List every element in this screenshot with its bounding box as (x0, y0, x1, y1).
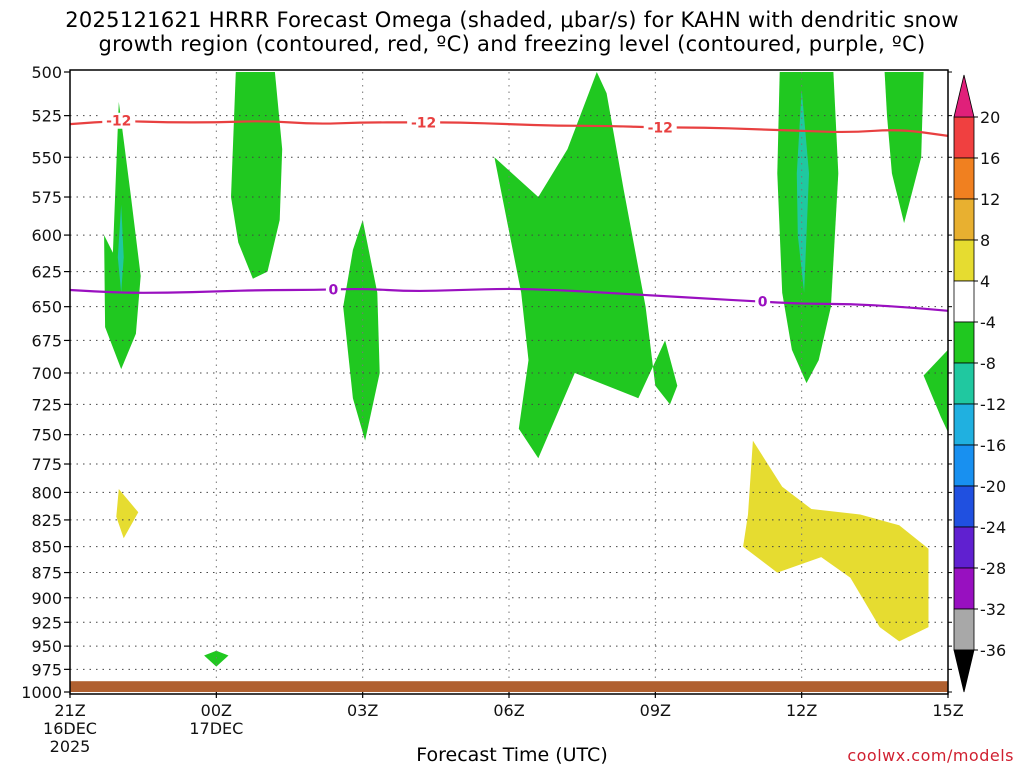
colorbar-label: -20 (980, 477, 1006, 496)
y-tick-label: 850 (31, 538, 62, 557)
colorbar-bin (953, 403, 975, 446)
x-tick-date: 16DEC (43, 719, 97, 738)
y-axis-ticks: 500 525 550 575 600 625 650 675 700 725 750 775 800 8… (21, 63, 952, 702)
colorbar-bin (953, 485, 975, 528)
y-tick-label: 800 (31, 483, 62, 502)
colorbar-bin (953, 198, 975, 241)
contour-label-bg (755, 293, 771, 310)
colorbar-bin (953, 608, 975, 651)
x-tick-date: 17DEC (189, 719, 243, 738)
contour-label: -12 (411, 115, 436, 131)
colorbar-bottom-arrow (953, 649, 975, 693)
colorbar-label: -12 (980, 395, 1006, 414)
colorbar-label: -32 (980, 600, 1006, 619)
omega-region-3 (231, 72, 283, 279)
y-tick-label: 600 (31, 226, 62, 245)
y-tick-label: 650 (31, 298, 62, 317)
colorbar-label: -28 (980, 559, 1006, 578)
omega-region-5 (494, 72, 678, 459)
colorbar-label: 4 (980, 272, 990, 291)
omega-region-7 (796, 89, 809, 293)
source-credit: coolwx.com/models (847, 746, 1014, 765)
colorbar-label: 12 (980, 190, 1000, 209)
y-tick-label: 825 (31, 511, 62, 530)
x-tick-label: 21Z (54, 701, 85, 720)
temperature-contours: -12 -12 -12 0 0 (69, 112, 949, 312)
omega-shaded-regions (104, 72, 948, 667)
colorbar-bin (953, 116, 975, 159)
y-tick-label: 725 (31, 395, 62, 414)
contour-label-bg (102, 112, 136, 129)
colorbar-top-arrow (953, 74, 975, 118)
surface-band (70, 681, 948, 692)
colorbar-bin (953, 444, 975, 487)
chart-title-line-1: 2025121621 HRRR Forecast Omega (shaded, … (65, 8, 959, 32)
contour-label-bg (325, 281, 341, 298)
omega-region-11 (116, 489, 139, 539)
omega-region-2 (117, 204, 124, 293)
y-tick-label: 975 (31, 660, 62, 679)
omega-colorbar: 20 16 12 8 4 -4 -8 -12 -16 -20 -24 -28 -32 -36 (953, 74, 1006, 693)
y-tick-label: 625 (31, 263, 62, 282)
chart-title-line-2: growth region (contoured, red, ºC) and f… (98, 32, 926, 56)
colorbar-label: -16 (980, 436, 1006, 455)
contour-label-bg (407, 114, 441, 131)
contour-label: 0 (758, 295, 768, 311)
y-tick-label: 775 (31, 455, 62, 474)
y-tick-label: 925 (31, 613, 62, 632)
contour-label-bg (643, 119, 677, 136)
y-tick-label: 875 (31, 564, 62, 583)
colorbar-bin (953, 567, 975, 610)
y-tick-label: 950 (31, 637, 62, 656)
colorbar-bin (953, 239, 975, 282)
colorbar-bin (953, 280, 975, 323)
y-tick-label: 550 (31, 148, 62, 167)
colorbar-label: 16 (980, 149, 1000, 168)
y-tick-label: 750 (31, 426, 62, 445)
colorbar-label: -4 (980, 313, 996, 332)
x-axis-label: Forecast Time (UTC) (416, 744, 608, 766)
x-tick-label: 03Z (347, 701, 378, 720)
contour-line-1 (69, 120, 949, 137)
contour-label: 0 (329, 282, 339, 298)
contour-label: -12 (648, 120, 673, 136)
x-tick-year: 2025 (50, 737, 91, 756)
contour-label: -12 (106, 114, 131, 130)
colorbar-label: 20 (980, 108, 1000, 127)
y-tick-label: 575 (31, 188, 62, 207)
colorbar-bin (953, 362, 975, 405)
omega-region-12 (743, 440, 929, 642)
colorbar-label: -24 (980, 518, 1006, 537)
y-tick-label: 1000 (21, 683, 62, 702)
y-tick-label: 900 (31, 589, 62, 608)
omega-region-4 (343, 220, 380, 441)
colorbar-label: -8 (980, 354, 996, 373)
colorbar-bin (953, 526, 975, 569)
colorbar-label: -36 (980, 641, 1006, 660)
x-tick-label: 09Z (640, 701, 671, 720)
y-tick-label: 500 (31, 63, 62, 82)
contour-line-2 (69, 287, 949, 312)
omega-region-8 (884, 72, 924, 224)
omega-region-10 (204, 650, 229, 667)
x-tick-label: 00Z (201, 701, 232, 720)
y-tick-label: 675 (31, 331, 62, 350)
x-tick-label: 15Z (932, 701, 963, 720)
y-tick-label: 525 (31, 107, 62, 126)
omega-region-6 (777, 72, 839, 384)
y-tick-label: 700 (31, 364, 62, 383)
surface-terrain (70, 681, 948, 692)
colorbar-label: 8 (980, 231, 990, 250)
colorbar-bin (953, 321, 975, 364)
x-tick-label: 12Z (786, 701, 817, 720)
x-tick-label: 06Z (493, 701, 524, 720)
colorbar-bin (953, 157, 975, 200)
omega-region-9 (923, 349, 948, 433)
